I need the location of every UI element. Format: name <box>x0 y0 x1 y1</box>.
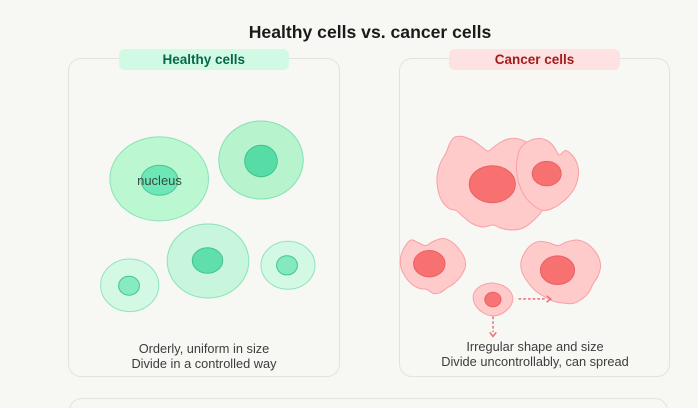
svg-text:nucleus: nucleus <box>137 173 182 188</box>
